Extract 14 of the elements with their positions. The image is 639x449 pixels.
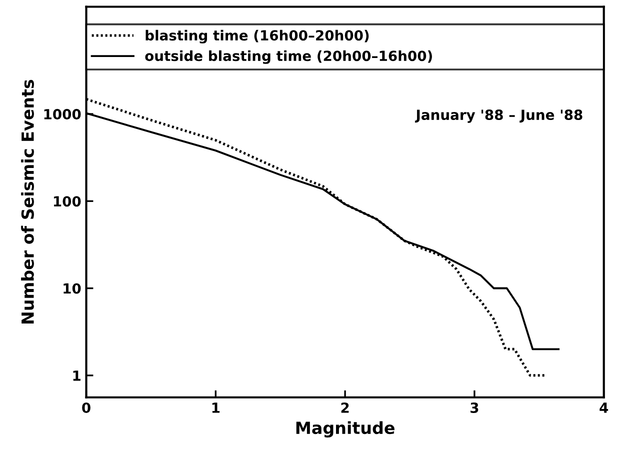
x-axis-title: Magnitude [296,421,394,438]
annotation: January '88 – June '88 [414,110,582,123]
x-tick-label: 3 [470,402,478,413]
y-tick-label: 100 [54,196,81,207]
x-tick-label: 1 [212,402,220,413]
y-tick-label: 1 [73,370,80,381]
x-tick-label: 2 [341,402,349,413]
y-tick-label: 10 [64,283,81,294]
y-axis-title: Number of Seismic Events [21,80,34,324]
x-tick-label: 0 [82,402,90,413]
y-tick-label: 1000 [44,108,81,120]
x-tick-label: 4 [600,402,608,413]
legend-label: outside blasting time (20h00–16h00) [145,50,432,64]
legend-label: blasting time (16h00–20h00) [146,30,369,44]
